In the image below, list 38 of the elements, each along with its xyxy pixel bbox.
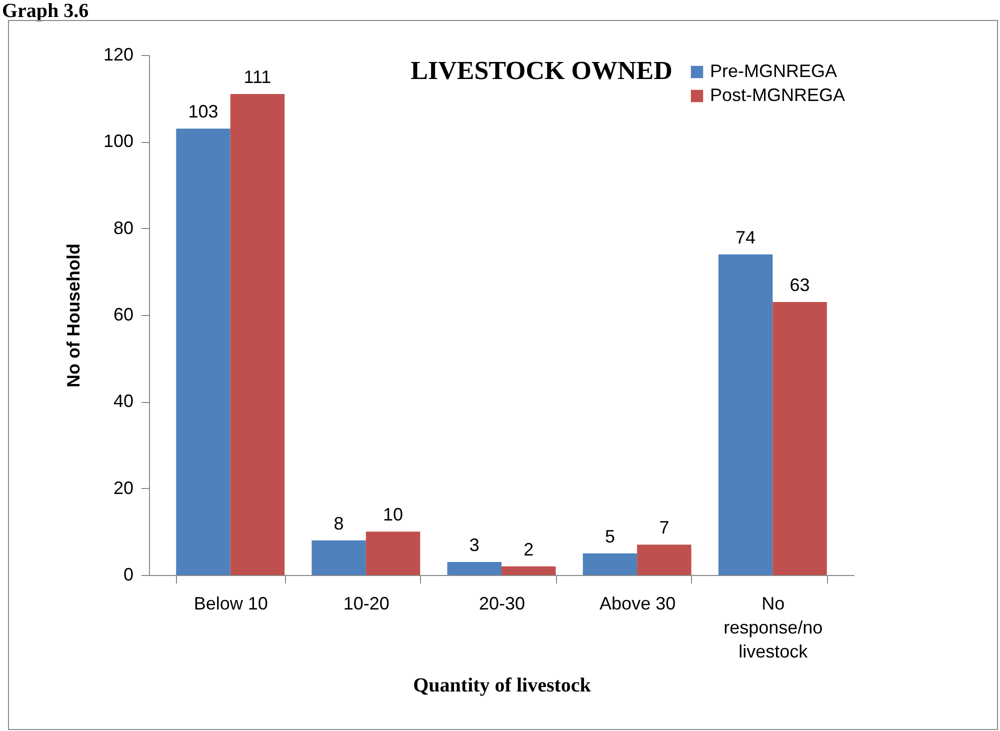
bar <box>718 254 773 575</box>
x-tick-label: 10-20 <box>343 594 390 614</box>
bar <box>176 128 230 575</box>
y-tick-label: 120 <box>103 44 134 64</box>
data-label: 3 <box>469 535 480 555</box>
y-tick-label: 0 <box>123 564 134 584</box>
x-tick-label: No response/no livestock <box>724 594 823 662</box>
x-tick-label: 20-30 <box>478 594 526 614</box>
data-label: 111 <box>244 67 272 87</box>
y-axis-title: No of Household <box>63 244 84 388</box>
data-label: 74 <box>736 227 756 248</box>
x-tick-label: Above 30 <box>600 594 676 614</box>
data-label: 7 <box>659 518 670 538</box>
y-tick-label: 20 <box>113 478 134 498</box>
bar <box>366 532 420 575</box>
data-label: 63 <box>790 275 810 295</box>
bar <box>772 302 827 575</box>
chart-title: LIVESTOCK OWNED <box>410 56 672 85</box>
legend-label: Post-MGNREGA <box>710 85 846 105</box>
bar <box>637 544 692 575</box>
bar <box>447 562 502 575</box>
x-tick-label: Below 10 <box>194 594 268 614</box>
y-tick-label: 60 <box>113 304 134 324</box>
data-label: 2 <box>524 539 534 560</box>
data-label: 103 <box>188 102 218 122</box>
y-tick-label: 80 <box>113 218 134 238</box>
x-axis-title: Quantity of livestock <box>413 674 592 696</box>
caption: Graph 3.6 <box>2 0 89 23</box>
data-label: 5 <box>604 526 615 546</box>
bar <box>582 553 638 575</box>
y-tick-label: 100 <box>103 131 134 152</box>
bar <box>230 94 285 575</box>
data-label: 8 <box>334 513 344 534</box>
bar <box>502 566 556 575</box>
legend-label: Pre-MGNREGA <box>710 61 838 81</box>
bar <box>312 540 366 575</box>
data-label: 10 <box>383 504 404 525</box>
y-tick-label: 40 <box>113 391 134 412</box>
